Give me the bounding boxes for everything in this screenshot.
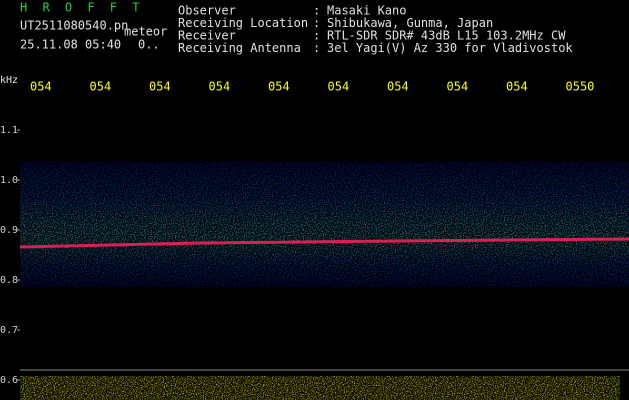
info-label: Observer	[178, 4, 236, 18]
x-tick-label: 054	[328, 80, 350, 94]
info-value: Shibukawa, Gunma, Japan	[327, 16, 493, 30]
info-label: Receiving Antenna	[178, 41, 301, 55]
y-tick-label: 0.8	[0, 275, 18, 286]
meteor-trace	[19, 237, 629, 249]
y-tick-label: 0.7	[0, 325, 18, 336]
info-separator: :	[313, 29, 320, 43]
file-suffix: meteor	[124, 25, 167, 39]
timestamp: 25.11.08 05:40	[20, 38, 121, 52]
x-tick-label: 054	[387, 80, 409, 94]
x-tick-label: 054	[149, 80, 171, 94]
file-name: UT2511080540.pn	[20, 19, 128, 33]
info-label: Receiver	[178, 29, 236, 43]
info-value: RTL-SDR SDR# 43dB L15 103.2MHz CW	[327, 29, 566, 43]
info-value: 3el Yagi(V) Az 330 for Vladivostok	[327, 41, 573, 55]
y-axis-label: kHz	[0, 75, 18, 86]
y-tick-label: 1.0	[0, 175, 18, 186]
info-separator: :	[313, 41, 320, 55]
x-tick-label: 054	[90, 80, 112, 94]
info-label: Receiving Location	[178, 16, 308, 30]
app-title: H R O F F T	[20, 1, 143, 15]
x-tick-label: 054	[30, 80, 52, 94]
y-tick-label: 0.9	[0, 225, 18, 236]
x-tick-label: 054	[447, 80, 469, 94]
info-value: Masaki Kano	[327, 4, 406, 18]
info-separator: :	[313, 16, 320, 30]
x-tick-label: 054	[506, 80, 528, 94]
spectrum-noise	[20, 158, 629, 290]
x-tick-label: 0550	[566, 80, 595, 94]
extra: 0..	[138, 38, 160, 52]
x-tick-label: 054	[268, 80, 290, 94]
x-tick-label: 054	[209, 80, 231, 94]
info-separator: :	[313, 4, 320, 18]
amplitude-band	[20, 376, 620, 400]
y-tick-label: 1.1	[0, 125, 18, 136]
y-tick-label: 0.6	[0, 375, 18, 386]
header: H R O F F T UT2511080540.pn meteor 25.11…	[20, 1, 573, 56]
